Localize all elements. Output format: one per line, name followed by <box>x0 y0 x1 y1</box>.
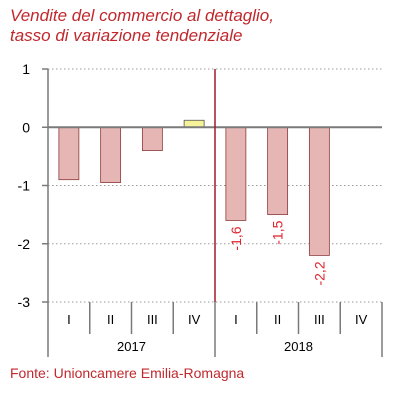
x-group-label: 2018 <box>284 339 313 354</box>
bar <box>58 126 80 181</box>
data-label: -2,2 <box>311 261 327 285</box>
x-tick-label: IV <box>188 312 201 327</box>
x-group-label: 2017 <box>117 339 146 354</box>
y-tick-label: -3 <box>18 294 31 310</box>
x-tick-label: II <box>107 312 114 327</box>
chart-title-line-2: tasso di variazione tendenziale <box>10 26 243 45</box>
x-tick-label: II <box>274 312 281 327</box>
source-note: Fonte: Unioncamere Emilia-Romagna <box>10 365 245 381</box>
y-tick-label: 0 <box>22 119 30 135</box>
x-tick-label: I <box>234 312 238 327</box>
bars <box>58 119 330 256</box>
x-tick-label: IV <box>355 312 368 327</box>
bar <box>141 126 163 151</box>
chart-title: Vendite del commercio al dettaglio, tass… <box>10 6 390 46</box>
bar <box>308 126 330 256</box>
x-tick-label: III <box>314 312 325 327</box>
data-label: -1,6 <box>228 226 244 250</box>
bar <box>267 126 289 216</box>
bar <box>100 126 122 183</box>
data-label: -1,5 <box>270 220 286 244</box>
data-labels: -1,6 -1,5 -2,2 <box>228 220 328 285</box>
y-tick-label: 1 <box>22 61 30 77</box>
x-tick-label: I <box>67 312 71 327</box>
x-tick-label: III <box>147 312 158 327</box>
y-tick-label: -2 <box>18 236 31 252</box>
bar <box>183 119 205 128</box>
y-tick-label: -1 <box>18 178 31 194</box>
bar <box>225 126 247 221</box>
chart-title-line-1: Vendite del commercio al dettaglio, <box>10 6 274 25</box>
axes <box>42 68 383 357</box>
